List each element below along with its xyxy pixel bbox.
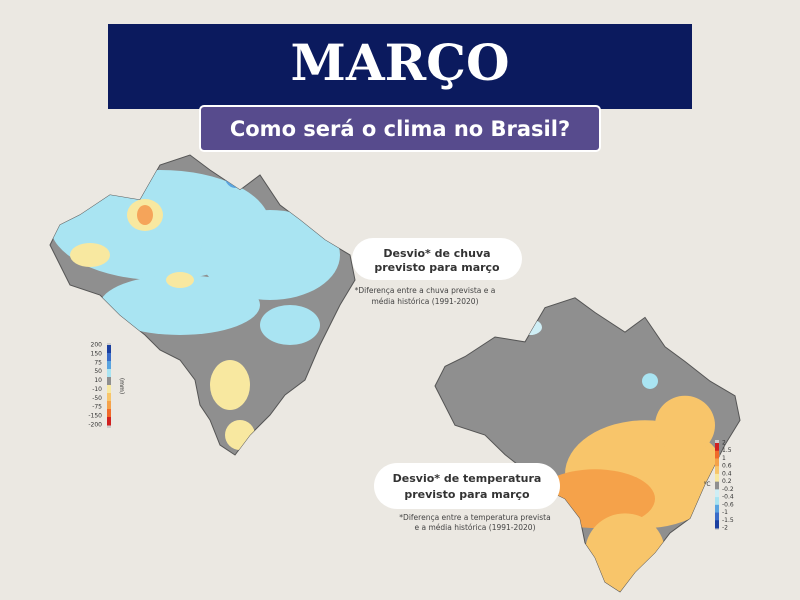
legend-tick: 0.4 bbox=[722, 470, 732, 477]
title-banner bbox=[108, 24, 692, 109]
legend-swatch bbox=[715, 458, 719, 467]
legend-swatch bbox=[715, 481, 719, 490]
legend-tick: 1.5 bbox=[722, 447, 732, 454]
caption: previsto para março bbox=[374, 261, 500, 274]
legend-swatch bbox=[715, 466, 719, 475]
legend-swatch bbox=[715, 497, 719, 506]
legend-swatch bbox=[715, 473, 719, 483]
legend-swatch bbox=[107, 393, 111, 402]
legend-tick: 200 bbox=[91, 342, 103, 349]
legend-tick: -1 bbox=[722, 509, 728, 516]
legend-swatch bbox=[107, 409, 111, 418]
legend-swatch bbox=[107, 345, 111, 354]
legend-tick: -50 bbox=[92, 395, 102, 402]
legend-swatch bbox=[107, 401, 111, 410]
legend-swatch bbox=[715, 450, 719, 459]
caption: Desvio* de temperatura bbox=[393, 472, 542, 485]
legend-tick: 0.2 bbox=[722, 478, 732, 485]
legend-tick: 0.6 bbox=[722, 463, 732, 470]
rain-map bbox=[49, 154, 356, 456]
legend-swatch bbox=[107, 385, 111, 394]
legend-tick: -200 bbox=[88, 422, 102, 429]
legend-tick: 50 bbox=[94, 368, 102, 375]
legend-tick: -0.2 bbox=[722, 486, 734, 493]
note: média histórica (1991-2020) bbox=[371, 297, 478, 306]
legend-swatch bbox=[107, 377, 111, 386]
legend-swatch bbox=[107, 361, 111, 370]
legend-swatch bbox=[107, 353, 111, 362]
legend-swatch bbox=[715, 504, 719, 514]
legend-swatch bbox=[715, 443, 719, 452]
legend-tick: -75 bbox=[92, 404, 102, 411]
legend-tick: -10 bbox=[92, 386, 102, 393]
title: MARÇO bbox=[290, 33, 509, 92]
legend-tick: 150 bbox=[91, 350, 103, 357]
caption: previsto para março bbox=[404, 488, 530, 501]
caption: Desvio* de chuva bbox=[383, 247, 490, 260]
legend-unit: (mm) bbox=[118, 378, 125, 394]
legend-tick: -0.4 bbox=[722, 494, 734, 501]
subtitle: Como será o clima no Brasil? bbox=[230, 117, 570, 141]
legend-tick: 75 bbox=[94, 359, 102, 366]
legend-unit: °C bbox=[703, 481, 710, 488]
legend-tick: -150 bbox=[88, 413, 102, 420]
legend-tick: 1 bbox=[722, 455, 726, 462]
legend-swatch bbox=[715, 512, 719, 521]
temperature-legend: 21.510.60.40.2-0.2-0.4-0.6-1-1.5-2 °C bbox=[703, 440, 733, 532]
subtitle-banner bbox=[199, 105, 601, 152]
legend-swatch bbox=[107, 369, 111, 378]
legend-swatch bbox=[715, 489, 719, 498]
legend-tick: -1.5 bbox=[722, 517, 734, 524]
note: e a média histórica (1991-2020) bbox=[415, 523, 536, 532]
note: *Diferença entre a temperatura prevista bbox=[399, 513, 550, 522]
legend-tick: 2 bbox=[722, 440, 726, 447]
legend-tick: -0.6 bbox=[722, 501, 734, 508]
legend-tick: -2 bbox=[722, 525, 728, 532]
legend-tick: 10 bbox=[94, 377, 102, 384]
caption-box bbox=[374, 463, 560, 509]
legend-swatch bbox=[107, 417, 111, 426]
legend-swatch bbox=[715, 520, 719, 529]
note: *Diferença entre a chuva prevista e a bbox=[355, 286, 496, 295]
caption-box bbox=[352, 238, 522, 280]
